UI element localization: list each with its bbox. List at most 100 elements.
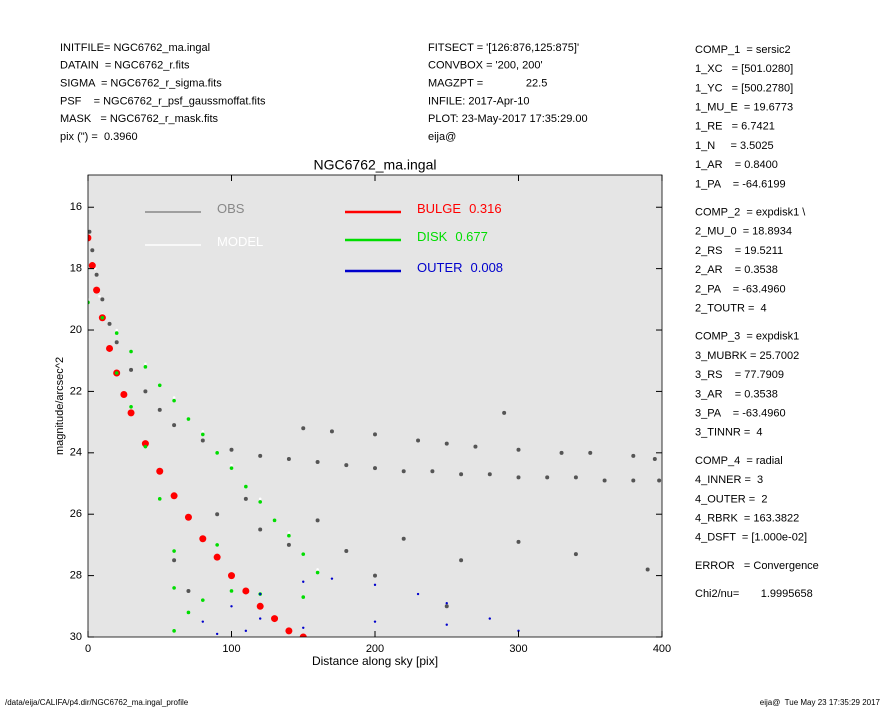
point bbox=[201, 430, 205, 433]
footer-date: eija@ Tue May 23 17:35:29 2017 bbox=[760, 698, 881, 707]
point bbox=[143, 444, 148, 449]
point bbox=[373, 466, 377, 471]
point bbox=[631, 453, 636, 458]
point bbox=[299, 633, 307, 637]
point bbox=[157, 497, 162, 501]
point bbox=[201, 432, 205, 437]
legend-fraction: 0.316 bbox=[469, 201, 502, 216]
point bbox=[114, 331, 119, 335]
point bbox=[129, 404, 133, 409]
point bbox=[272, 518, 277, 523]
legend-name: MODEL bbox=[217, 234, 263, 249]
header-line: PLOT: 23-May-2017 17:35:29.00 bbox=[428, 113, 588, 125]
point bbox=[459, 472, 464, 477]
point bbox=[100, 297, 105, 302]
header-line: PSF = NGC6762_r_psf_gaussmoffat.fits bbox=[60, 95, 266, 107]
point bbox=[242, 587, 250, 595]
point bbox=[244, 484, 248, 489]
point bbox=[172, 423, 177, 428]
point bbox=[186, 588, 191, 593]
point bbox=[215, 543, 219, 547]
param-line: 1_PA = -64.6199 bbox=[695, 178, 786, 190]
point bbox=[172, 586, 176, 590]
point bbox=[302, 626, 305, 629]
legend-label: OBS bbox=[217, 201, 245, 216]
point bbox=[243, 496, 248, 501]
param-line: COMP_2 = expdisk1 \ bbox=[695, 207, 806, 219]
point bbox=[631, 478, 636, 483]
y-tick-label: 28 bbox=[70, 570, 82, 582]
legend-label: OUTER 0.008 bbox=[417, 260, 503, 275]
point bbox=[373, 573, 377, 578]
footer-path: /data/eija/CALIFA/p4.dir/NGC6762_ma.inga… bbox=[5, 698, 189, 707]
param-line: 3_TINNR = 4 bbox=[695, 427, 763, 439]
legend-name: OBS bbox=[217, 201, 245, 216]
marks bbox=[88, 229, 662, 637]
y-tick-label: 18 bbox=[70, 263, 82, 275]
point bbox=[157, 407, 162, 412]
param-line: 1_XC = [501.0280] bbox=[695, 63, 793, 75]
point bbox=[106, 344, 114, 352]
point bbox=[459, 558, 464, 563]
param-line: COMP_3 = expdisk1 bbox=[695, 331, 799, 343]
point bbox=[141, 440, 149, 448]
point bbox=[213, 553, 221, 561]
param-line: 2_TOUTR = 4 bbox=[695, 303, 767, 315]
param-line: COMP_4 = radial bbox=[695, 455, 783, 467]
param-line: 2_AR = 0.3538 bbox=[695, 264, 778, 276]
point bbox=[114, 340, 119, 345]
x-tick-label: 0 bbox=[85, 643, 91, 655]
point bbox=[516, 475, 521, 480]
x-tick-label: 100 bbox=[222, 643, 240, 655]
y-tick-label: 16 bbox=[70, 201, 82, 213]
point bbox=[172, 629, 176, 633]
point bbox=[184, 513, 192, 521]
point bbox=[652, 456, 657, 461]
point bbox=[100, 315, 105, 320]
point bbox=[229, 466, 234, 470]
point bbox=[286, 456, 291, 461]
point bbox=[373, 583, 377, 587]
point bbox=[559, 450, 564, 455]
point bbox=[215, 632, 219, 636]
point bbox=[444, 604, 449, 609]
legend-fraction: 0.008 bbox=[471, 260, 504, 275]
y-axis-label: magnitude/arcsec^2 bbox=[54, 357, 66, 455]
point bbox=[445, 602, 448, 605]
header-line: pix (") = 0.3960 bbox=[60, 131, 138, 143]
point bbox=[416, 438, 421, 443]
param-line: 3_RS = 77.7909 bbox=[695, 369, 784, 381]
header-line: MASK = NGC6762_r_mask.fits bbox=[60, 113, 219, 125]
point bbox=[487, 472, 492, 477]
point bbox=[301, 595, 306, 599]
point bbox=[228, 572, 235, 580]
header-line: FITSECT = '[126:876,125:875]' bbox=[428, 42, 579, 54]
header-line: INITFILE= NGC6762_ma.ingal bbox=[60, 42, 210, 54]
point bbox=[127, 409, 135, 417]
point bbox=[444, 441, 449, 446]
point bbox=[88, 229, 92, 234]
point bbox=[88, 234, 92, 242]
param-line: 3_AR = 0.3538 bbox=[695, 388, 778, 400]
point bbox=[229, 447, 234, 452]
param-line: 2_RS = 19.5211 bbox=[695, 245, 783, 257]
legend-name: BULGE bbox=[417, 201, 461, 216]
point bbox=[473, 444, 478, 449]
point bbox=[588, 450, 593, 455]
point bbox=[315, 460, 320, 465]
header-line: CONVBOX = '200, 200' bbox=[428, 60, 543, 72]
param-line: 1_AR = 0.8400 bbox=[695, 159, 778, 171]
point bbox=[157, 383, 162, 388]
point bbox=[401, 469, 406, 474]
point bbox=[129, 367, 134, 372]
point bbox=[301, 426, 306, 431]
param-line: 4_DSFT = [1.000e-02] bbox=[695, 532, 807, 544]
param-line: 2_MU_0 = 18.8934 bbox=[695, 226, 792, 238]
point bbox=[259, 592, 262, 596]
point bbox=[516, 539, 521, 544]
point bbox=[144, 362, 147, 366]
point bbox=[287, 531, 291, 534]
param-line: Chi2/nu= 1.9995658 bbox=[695, 588, 813, 600]
point bbox=[645, 567, 650, 572]
